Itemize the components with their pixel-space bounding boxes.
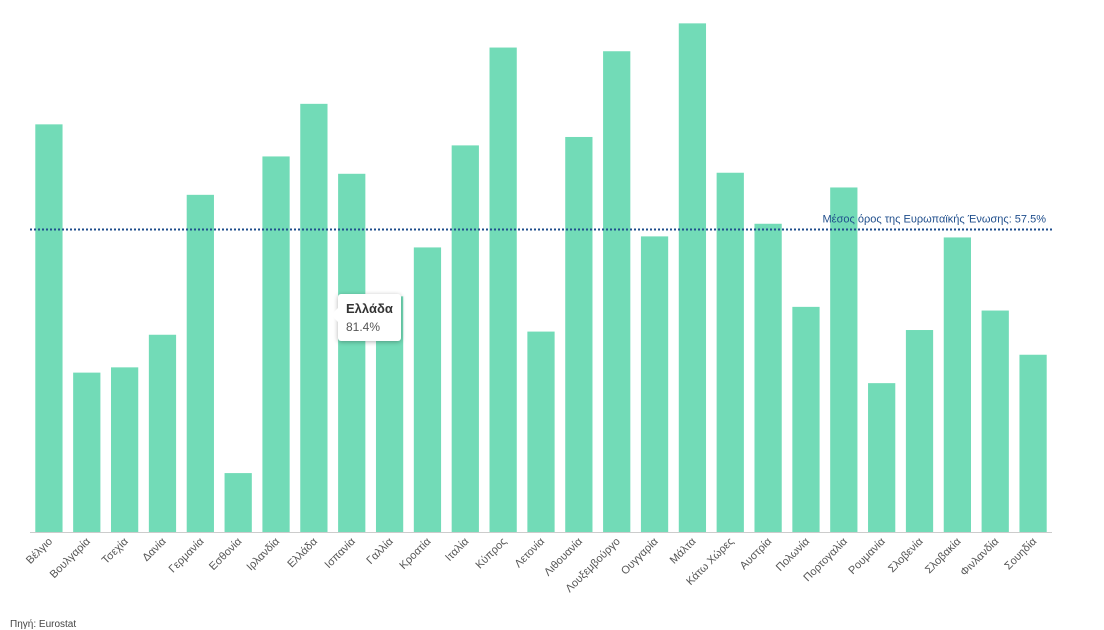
bar[interactable] xyxy=(224,473,252,532)
bar[interactable] xyxy=(35,124,63,532)
bar[interactable] xyxy=(754,223,782,532)
x-tick-label: Γαλλία xyxy=(364,535,396,567)
bar[interactable] xyxy=(338,173,366,533)
bar[interactable] xyxy=(716,172,744,533)
bar[interactable] xyxy=(678,23,707,533)
eu-average-label: Μέσος όρος της Ευρωπαϊκής Ένωσης: 57.5% xyxy=(823,214,1047,226)
bar[interactable] xyxy=(262,156,290,532)
x-tick-label: Βέλγιο xyxy=(24,536,55,567)
bar[interactable] xyxy=(148,334,177,532)
tooltip-value: 81.4% xyxy=(346,320,381,334)
x-tick-label: Δανία xyxy=(140,535,169,564)
tooltip-category: Ελλάδα xyxy=(346,301,393,316)
bar[interactable] xyxy=(943,237,971,532)
bar[interactable] xyxy=(603,51,631,533)
x-tick-label: Τσεχία xyxy=(100,535,131,566)
x-tick-label: Ιρλανδία xyxy=(245,535,283,573)
bar[interactable] xyxy=(186,194,214,532)
bar[interactable] xyxy=(905,330,934,532)
bar[interactable] xyxy=(73,372,101,532)
bar[interactable] xyxy=(489,47,517,533)
bar[interactable] xyxy=(565,136,593,532)
source-note: Πηγή: Eurostat xyxy=(10,619,77,630)
x-tick-label: Ιταλία xyxy=(443,535,472,564)
bar[interactable] xyxy=(111,367,139,532)
bar[interactable] xyxy=(527,331,555,532)
bar-tooltip: Ελλάδα 81.4% xyxy=(331,294,401,341)
bar[interactable] xyxy=(830,187,858,532)
x-tick-label: Ελλάδα xyxy=(285,535,320,570)
x-tick-label: Εσθονία xyxy=(207,535,245,573)
bar[interactable] xyxy=(451,145,479,532)
x-tick-label: Γερμανία xyxy=(167,535,207,575)
bar[interactable] xyxy=(868,383,896,532)
x-tick-label: Βουλγαρία xyxy=(48,535,94,581)
x-tick-label: Φινλανδία xyxy=(958,535,1001,578)
tooltip-pointer xyxy=(331,308,338,322)
x-tick-label: Αυστρία xyxy=(738,535,775,572)
x-tick-label: Κροατία xyxy=(397,535,434,572)
bar[interactable] xyxy=(1019,354,1047,532)
x-tick-label: Σουηδία xyxy=(1002,535,1039,572)
x-tick-label: Ουγγαρία xyxy=(619,535,661,577)
bar[interactable] xyxy=(981,310,1009,532)
x-tick-label: Ισπανία xyxy=(323,535,359,571)
x-tick-label: Μάλτα xyxy=(668,535,699,566)
x-tick-label: Σλοβενία xyxy=(886,535,926,575)
x-tick-label: Κύπρος xyxy=(473,536,509,572)
bar[interactable] xyxy=(792,306,820,532)
bar[interactable] xyxy=(300,103,328,532)
x-tick-label: Λετονία xyxy=(513,535,548,570)
bars-group xyxy=(35,23,1047,533)
bar[interactable] xyxy=(640,236,669,532)
x-tick-label: Ρουμανία xyxy=(846,535,888,577)
bar[interactable] xyxy=(413,247,442,532)
x-tick-label: Πολωνία xyxy=(774,535,813,574)
